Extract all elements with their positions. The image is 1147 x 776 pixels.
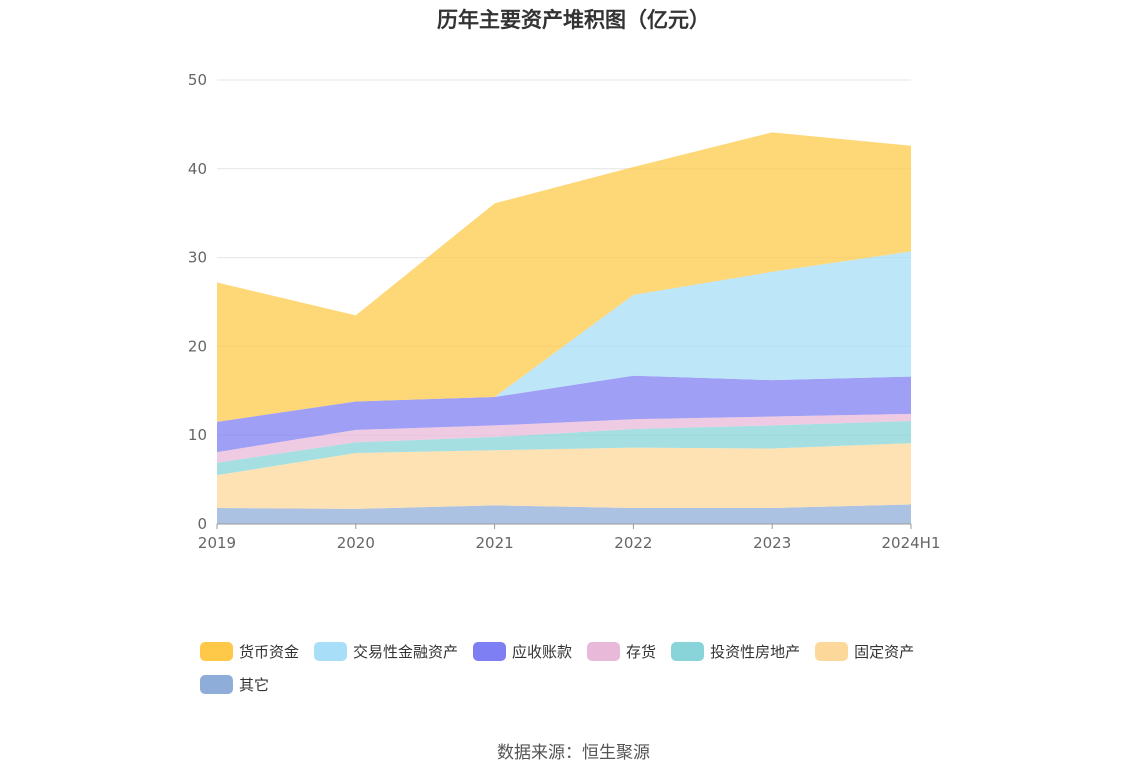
legend-label: 存货 (626, 642, 657, 661)
area-series (217, 132, 911, 524)
legend: 货币资金 交易性金融资产 应收账款 存货 投资性房地产 固定资产其它 (200, 640, 960, 706)
legend-item[interactable]: 存货 (587, 640, 656, 662)
area-series-3[interactable] (217, 413, 911, 463)
chart-title: 历年主要资产堆积图（亿元） (437, 8, 710, 32)
legend-label: 固定资产 (854, 642, 915, 661)
legend-label: 应收账款 (512, 642, 573, 661)
y-tick-label: 30 (188, 249, 207, 267)
x-tick-label: 2022 (614, 534, 652, 552)
legend-label: 投资性房地产 (710, 642, 801, 661)
y-tick-label: 50 (188, 71, 207, 89)
legend-label: 货币资金 (239, 642, 300, 661)
legend-item[interactable]: 固定资产 (815, 640, 914, 662)
legend-swatch (200, 674, 233, 694)
legend-item[interactable]: 投资性房地产 (671, 640, 800, 662)
area-series-0[interactable] (217, 504, 911, 524)
axes: 0 10 20 30 40 50 2019 2020 2021 2022 2023 2024H1 (188, 71, 941, 552)
legend-swatch (314, 641, 348, 661)
x-tick-label: 2021 (476, 534, 514, 552)
legend-swatch (473, 641, 507, 661)
x-tick-label: 2019 (198, 534, 236, 552)
legend-label: 交易性金融资产 (353, 642, 459, 661)
legend-swatch (671, 641, 705, 661)
y-tick-label: 40 (188, 160, 207, 178)
y-tick-label: 20 (188, 337, 207, 355)
x-tick-label: 2020 (337, 534, 375, 552)
source-note: 数据来源：恒生聚源 (497, 743, 650, 763)
stacked-area-chart: 0 10 20 30 40 50 2019 2020 2021 2022 2023 2024H1 (188, 71, 941, 552)
legend-label: 其它 (239, 675, 270, 694)
area-series-1[interactable] (217, 443, 911, 509)
legend-swatch (815, 641, 849, 661)
y-tick-label: 10 (188, 426, 207, 444)
area-series-2[interactable] (217, 420, 911, 476)
legend-item[interactable]: 货币资金 (200, 640, 299, 662)
x-tick-label: 2024H1 (882, 534, 941, 552)
area-series-5[interactable] (217, 251, 911, 422)
legend-item[interactable]: 其它 (200, 673, 269, 695)
legend-swatch (587, 641, 621, 661)
legend-item[interactable]: 交易性金融资产 (314, 640, 458, 662)
legend-item[interactable]: 应收账款 (473, 640, 572, 662)
area-series-4[interactable] (217, 375, 911, 453)
y-tick-label: 0 (197, 515, 207, 533)
legend-swatch (200, 641, 233, 661)
x-tick-label: 2023 (753, 534, 791, 552)
area-series-6[interactable] (217, 132, 911, 422)
